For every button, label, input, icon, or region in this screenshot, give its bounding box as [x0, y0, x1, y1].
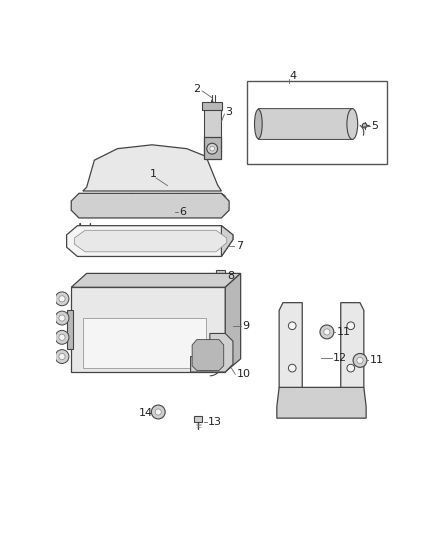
Circle shape: [347, 322, 355, 329]
Text: 10: 10: [237, 369, 251, 379]
Bar: [204, 106, 221, 152]
Circle shape: [59, 296, 65, 302]
Polygon shape: [71, 193, 229, 218]
Text: 3: 3: [225, 107, 232, 117]
Text: 7: 7: [236, 241, 243, 252]
Polygon shape: [71, 273, 240, 287]
Bar: [247, 81, 387, 164]
Ellipse shape: [347, 109, 358, 140]
Circle shape: [55, 330, 69, 344]
Circle shape: [59, 334, 65, 341]
Circle shape: [288, 322, 296, 329]
Text: 5: 5: [371, 120, 378, 131]
Bar: [216, 270, 225, 280]
Circle shape: [55, 292, 69, 306]
Polygon shape: [191, 334, 233, 372]
Text: 11: 11: [337, 327, 351, 337]
Circle shape: [347, 364, 355, 372]
Circle shape: [59, 315, 65, 321]
Text: 4: 4: [290, 71, 297, 81]
Ellipse shape: [254, 109, 262, 139]
Polygon shape: [254, 109, 358, 140]
Circle shape: [155, 409, 161, 415]
Text: 14: 14: [139, 408, 153, 418]
Polygon shape: [221, 225, 233, 256]
Bar: [202, 102, 222, 110]
Bar: [67, 310, 73, 349]
Circle shape: [151, 405, 165, 419]
Bar: [194, 416, 202, 422]
Circle shape: [357, 357, 363, 364]
Circle shape: [353, 353, 367, 367]
Bar: [204, 137, 221, 159]
Circle shape: [55, 311, 69, 325]
Text: 11: 11: [370, 356, 384, 366]
Circle shape: [55, 350, 69, 364]
Polygon shape: [83, 318, 206, 368]
Text: 6: 6: [179, 207, 186, 217]
Text: 2: 2: [193, 84, 200, 94]
Polygon shape: [279, 303, 302, 395]
Polygon shape: [225, 273, 240, 372]
Text: 1: 1: [150, 169, 157, 179]
Circle shape: [324, 329, 330, 335]
Polygon shape: [277, 387, 366, 418]
Circle shape: [210, 147, 215, 151]
Polygon shape: [71, 287, 225, 372]
Circle shape: [207, 143, 218, 154]
Text: 12: 12: [333, 353, 347, 363]
Text: 8: 8: [227, 271, 234, 281]
Polygon shape: [83, 145, 221, 191]
Circle shape: [362, 123, 367, 128]
Text: 13: 13: [208, 417, 223, 427]
Polygon shape: [67, 225, 233, 256]
Polygon shape: [74, 230, 227, 252]
Circle shape: [320, 325, 334, 339]
Text: 9: 9: [242, 321, 249, 331]
Circle shape: [59, 353, 65, 360]
Polygon shape: [192, 340, 224, 370]
Circle shape: [288, 364, 296, 372]
Polygon shape: [341, 303, 364, 395]
